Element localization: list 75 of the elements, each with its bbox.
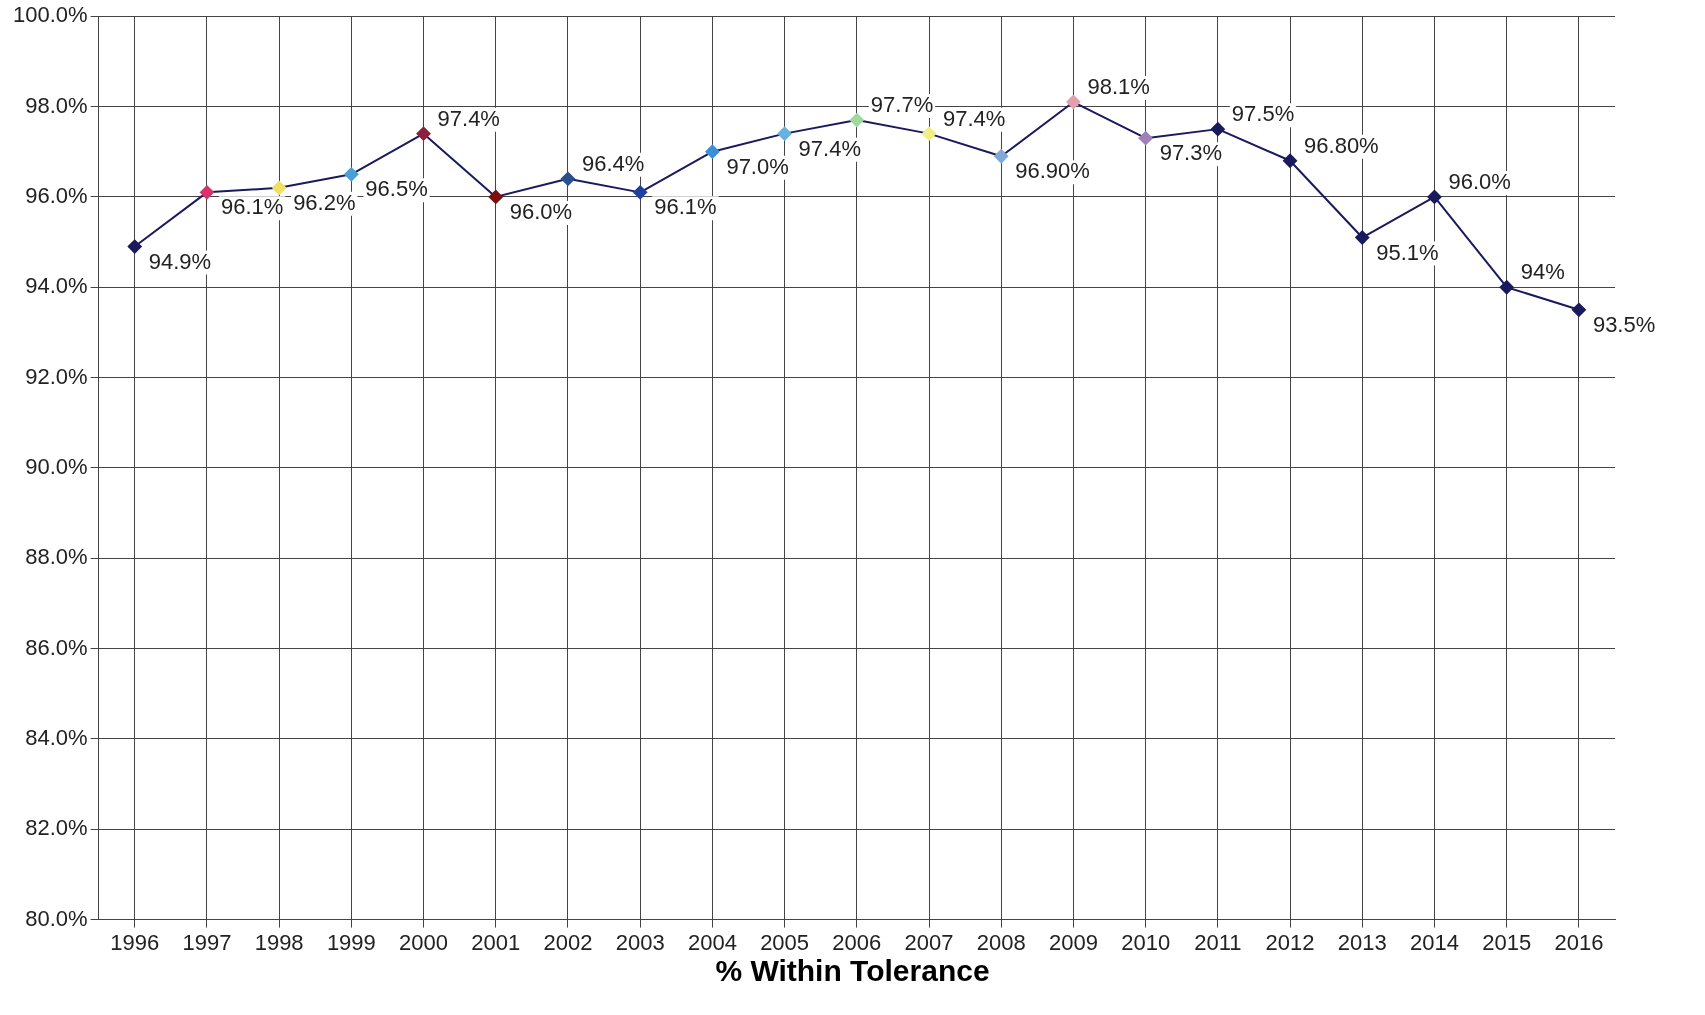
data-label: 97.7%: [870, 92, 934, 118]
data-label: 96.0%: [509, 198, 573, 224]
point: [849, 113, 864, 128]
x-tick-label: 2004: [687, 929, 737, 955]
data-label: 97.5%: [1231, 101, 1295, 127]
x-tick-label: 2003: [615, 929, 665, 955]
x-tick-label: 2013: [1337, 929, 1387, 955]
y-tick-label: 94.0%: [25, 273, 88, 299]
x-tick-label: 2007: [904, 929, 954, 955]
data-label: 94.9%: [148, 248, 212, 274]
x-tick-label: 1998: [254, 929, 304, 955]
x-tick-label: 2015: [1482, 929, 1532, 955]
point: [1355, 230, 1370, 245]
point: [1571, 302, 1586, 317]
point: [199, 185, 214, 200]
data-label: 98.1%: [1087, 74, 1150, 100]
data-label: 97.3%: [1159, 140, 1223, 166]
y-tick-label: 88.0%: [25, 544, 88, 570]
point: [127, 239, 142, 254]
data-label: 97.0%: [726, 153, 789, 179]
y-tick-label: 84.0%: [25, 724, 88, 750]
y-tick-label: 80.0%: [25, 905, 88, 931]
point: [1066, 95, 1081, 110]
x-tick-label: 2005: [760, 929, 810, 955]
x-tick-label: 1999: [326, 929, 376, 955]
point: [1283, 153, 1298, 168]
data-label: 96.5%: [365, 176, 428, 202]
data-label: 96.90%: [1015, 158, 1090, 184]
x-tick-label: 2000: [399, 929, 449, 955]
point: [633, 185, 648, 200]
y-tick-label: 90.0%: [25, 453, 88, 479]
data-label: 96.4%: [581, 150, 645, 176]
data-label: 94%: [1520, 259, 1565, 285]
x-tick-label: 2002: [543, 929, 593, 955]
x-tick-label: 2011: [1194, 929, 1242, 955]
y-tick-label: 86.0%: [25, 634, 88, 660]
x-tick-label: 2012: [1265, 929, 1315, 955]
point: [1210, 122, 1225, 137]
x-tick-label: 2006: [832, 929, 882, 955]
point: [1427, 189, 1442, 204]
x-tick-label: 2008: [976, 929, 1026, 955]
data-label: 97.4%: [798, 135, 861, 161]
data-label: 96.2%: [293, 189, 356, 215]
x-axis-title: % Within Tolerance: [714, 954, 991, 988]
x-tick-label: 1997: [182, 929, 232, 955]
data-label: 96.1%: [654, 194, 717, 220]
data-label: 96.1%: [220, 194, 284, 220]
point: [1499, 280, 1514, 295]
x-tick-label: 2014: [1410, 929, 1459, 955]
x-tick-label: 2010: [1121, 929, 1171, 955]
data-label: 93.5%: [1592, 311, 1656, 337]
point: [344, 167, 359, 182]
y-tick-label: 96.0%: [25, 182, 88, 208]
point: [1138, 131, 1153, 146]
point: [705, 144, 720, 159]
point: [994, 149, 1009, 164]
point: [777, 126, 792, 141]
y-tick-label: 98.0%: [25, 92, 88, 118]
data-label: 96.0%: [1448, 168, 1511, 194]
point: [488, 189, 503, 204]
x-tick-label: 2016: [1554, 929, 1604, 955]
x-tick-label: 1996: [110, 929, 160, 955]
point: [416, 126, 431, 141]
y-tick-label: 92.0%: [25, 363, 88, 389]
point: [560, 171, 575, 186]
x-tick-label: 2001: [471, 929, 521, 955]
point: [922, 126, 937, 141]
y-tick-label: 100.0%: [12, 2, 88, 28]
data-label: 96.80%: [1304, 132, 1379, 158]
data-label: 97.4%: [943, 105, 1006, 131]
point: [272, 180, 287, 195]
y-tick-label: 82.0%: [25, 815, 88, 841]
data-label: 97.4%: [437, 105, 500, 131]
x-tick-label: 2009: [1048, 929, 1098, 955]
data-label: 95.1%: [1376, 239, 1439, 265]
